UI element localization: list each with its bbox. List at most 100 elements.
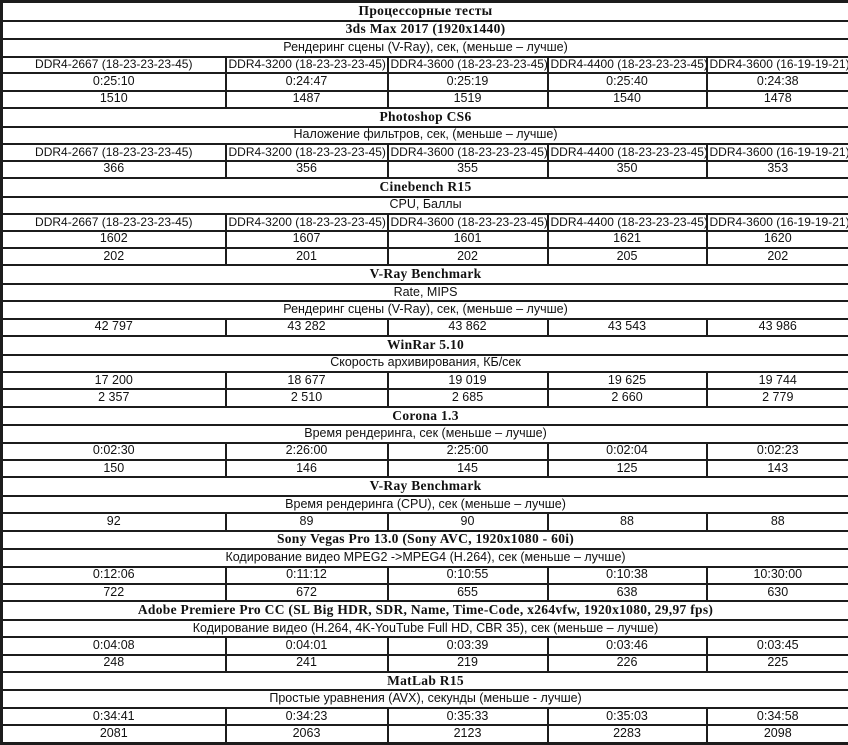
column-header-cell: DDR4-4400 (18-23-23-23-45)	[546, 212, 708, 232]
section-subtitle-row: Время рендеринга (CPU), сек (меньше – лу…	[0, 494, 848, 515]
data-cell: 672	[224, 582, 389, 603]
data-cell: 0:34:41	[0, 706, 227, 727]
data-cell: 1478	[705, 89, 848, 110]
data-cell: 722	[0, 582, 227, 603]
data-cell: 2 357	[0, 388, 227, 408]
section-title: MatLab R15	[0, 670, 848, 692]
data-cell: 202	[705, 247, 848, 267]
data-cell-row: 0:12:06 0:11:12 0:10:55 0:10:38 10:30:00	[0, 565, 848, 585]
section-subtitle-row: Рендеринг сцены (V-Ray), сек, (меньше – …	[0, 38, 848, 58]
data-cell: 241	[224, 653, 389, 673]
data-cell: 2098	[705, 724, 848, 745]
column-header-cell: DDR4-3600 (16-19-19-21)	[705, 212, 848, 232]
section-title-row: Cinebench R15	[0, 177, 848, 198]
data-cell: 0:03:45	[705, 636, 848, 656]
data-cell: 201	[224, 247, 389, 267]
data-cell: 0:12:06	[0, 565, 227, 585]
data-cell: 0:02:23	[705, 441, 848, 461]
data-cell: 202	[0, 247, 227, 267]
data-cell: 1519	[386, 89, 549, 110]
data-cell: 43 986	[705, 317, 848, 338]
column-header-cell-row: DDR4-2667 (18-23-23-23-45) DDR4-3200 (18-…	[0, 212, 848, 232]
data-cell: 146	[224, 458, 389, 479]
section-subtitle: Rate, MIPS	[0, 282, 848, 303]
data-cell: 19 744	[705, 370, 848, 391]
data-cell: 0:34:58	[705, 706, 848, 727]
data-cell-row: 92 89 90 88 88	[0, 512, 848, 532]
data-cell: 1620	[705, 229, 848, 250]
section-title: Sony Vegas Pro 13.0 (Sony AVC, 1920x1080…	[0, 529, 848, 551]
column-header-cell: DDR4-3200 (18-23-23-23-45)	[224, 55, 389, 75]
data-cell: 0:25:40	[546, 72, 708, 92]
data-cell-row: 0:34:41 0:34:23 0:35:33 0:35:03 0:34:58	[0, 706, 848, 727]
data-cell: 638	[546, 582, 708, 603]
data-cell: 655	[386, 582, 549, 603]
data-cell: 353	[705, 159, 848, 180]
section-title-row: Photoshop CS6	[0, 107, 848, 128]
data-cell: 19 019	[386, 370, 549, 391]
data-cell: 145	[386, 458, 549, 479]
data-cell: 0:03:46	[546, 636, 708, 656]
data-cell: 356	[224, 159, 389, 180]
section-subtitle-row: Наложение фильтров, сек, (меньше – лучше…	[0, 125, 848, 145]
data-cell: 1601	[386, 229, 549, 250]
data-cell: 2063	[224, 724, 389, 745]
data-cell: 0:11:12	[224, 565, 389, 585]
column-header-cell: DDR4-4400 (18-23-23-23-45)	[546, 55, 708, 75]
section-subtitle-row: CPU, Баллы	[0, 195, 848, 215]
data-cell: 1540	[546, 89, 708, 110]
data-cell: 0:35:33	[386, 706, 549, 727]
section-subtitle-row: Простые уравнения (AVX), секунды (меньше…	[0, 689, 848, 709]
data-cell: 2123	[386, 724, 549, 745]
data-cell: 43 862	[386, 317, 549, 338]
data-cell: 0:25:10	[0, 72, 227, 92]
section-title: Corona 1.3	[0, 405, 848, 427]
column-header-cell-row: DDR4-2667 (18-23-23-23-45) DDR4-3200 (18-…	[0, 142, 848, 162]
data-cell-row: 1602 1607 1601 1621 1620	[0, 229, 848, 250]
column-header-cell: DDR4-3600 (18-23-23-23-45)	[386, 55, 549, 75]
data-cell-row: 1510 1487 1519 1540 1478	[0, 89, 848, 110]
data-cell: 2:25:00	[386, 441, 549, 461]
column-header-cell-row: DDR4-2667 (18-23-23-23-45) DDR4-3200 (18-…	[0, 55, 848, 75]
section-subtitle: Время рендеринга, сек (меньше – лучше)	[0, 424, 848, 444]
data-cell-row: 42 797 43 282 43 862 43 543 43 986	[0, 317, 848, 338]
section-title-row: MatLab R15	[0, 670, 848, 692]
section-title-row: V-Ray Benchmark	[0, 476, 848, 497]
data-cell: 0:04:01	[224, 636, 389, 656]
data-cell: 0:25:19	[386, 72, 549, 92]
column-header-cell: DDR4-2667 (18-23-23-23-45)	[0, 142, 227, 162]
data-cell: 0:02:30	[0, 441, 227, 461]
data-cell: 89	[224, 512, 389, 532]
table-title-row: Процессорные тесты	[0, 0, 848, 22]
section-subtitle: Время рендеринга (CPU), сек (меньше – лу…	[0, 494, 848, 515]
data-cell: 366	[0, 159, 227, 180]
data-cell: 2283	[546, 724, 708, 745]
data-cell: 248	[0, 653, 227, 673]
section-title-row: WinRar 5.10	[0, 335, 848, 356]
data-cell: 0:24:38	[705, 72, 848, 92]
column-header-cell: DDR4-3600 (18-23-23-23-45)	[386, 142, 549, 162]
section-subtitle-row: Кодирование видео (H.264, 4K-YouTube Ful…	[0, 618, 848, 639]
data-cell: 2 510	[224, 388, 389, 408]
section-subtitle: Простые уравнения (AVX), секунды (меньше…	[0, 689, 848, 709]
data-cell-row: 2 357 2 510 2 685 2 660 2 779	[0, 388, 848, 408]
section-subtitle: Кодирование видео MPEG2 ->MPEG4 (H.264),…	[0, 548, 848, 568]
section-subtitle: CPU, Баллы	[0, 195, 848, 215]
data-cell-row: 2081 2063 2123 2283 2098	[0, 724, 848, 745]
section-subtitle-row: Рендеринг сцены (V-Ray), сек, (меньше – …	[0, 300, 848, 320]
data-cell: 2081	[0, 724, 227, 745]
data-cell-row: 722 672 655 638 630	[0, 582, 848, 603]
data-cell: 150	[0, 458, 227, 479]
data-cell-row: 248 241 219 226 225	[0, 653, 848, 673]
data-cell-row: 17 200 18 677 19 019 19 625 19 744	[0, 370, 848, 391]
data-cell: 10:30:00	[705, 565, 848, 585]
section-title-row: Corona 1.3	[0, 405, 848, 427]
column-header-cell: DDR4-3600 (18-23-23-23-45)	[386, 212, 549, 232]
data-cell: 202	[386, 247, 549, 267]
section-subtitle: Скорость архивирования, КБ/сек	[0, 353, 848, 373]
section-subtitle-row: Rate, MIPS	[0, 282, 848, 303]
data-cell: 92	[0, 512, 227, 532]
data-cell: 0:34:23	[224, 706, 389, 727]
column-header-cell: DDR4-3600 (16-19-19-21)	[705, 55, 848, 75]
